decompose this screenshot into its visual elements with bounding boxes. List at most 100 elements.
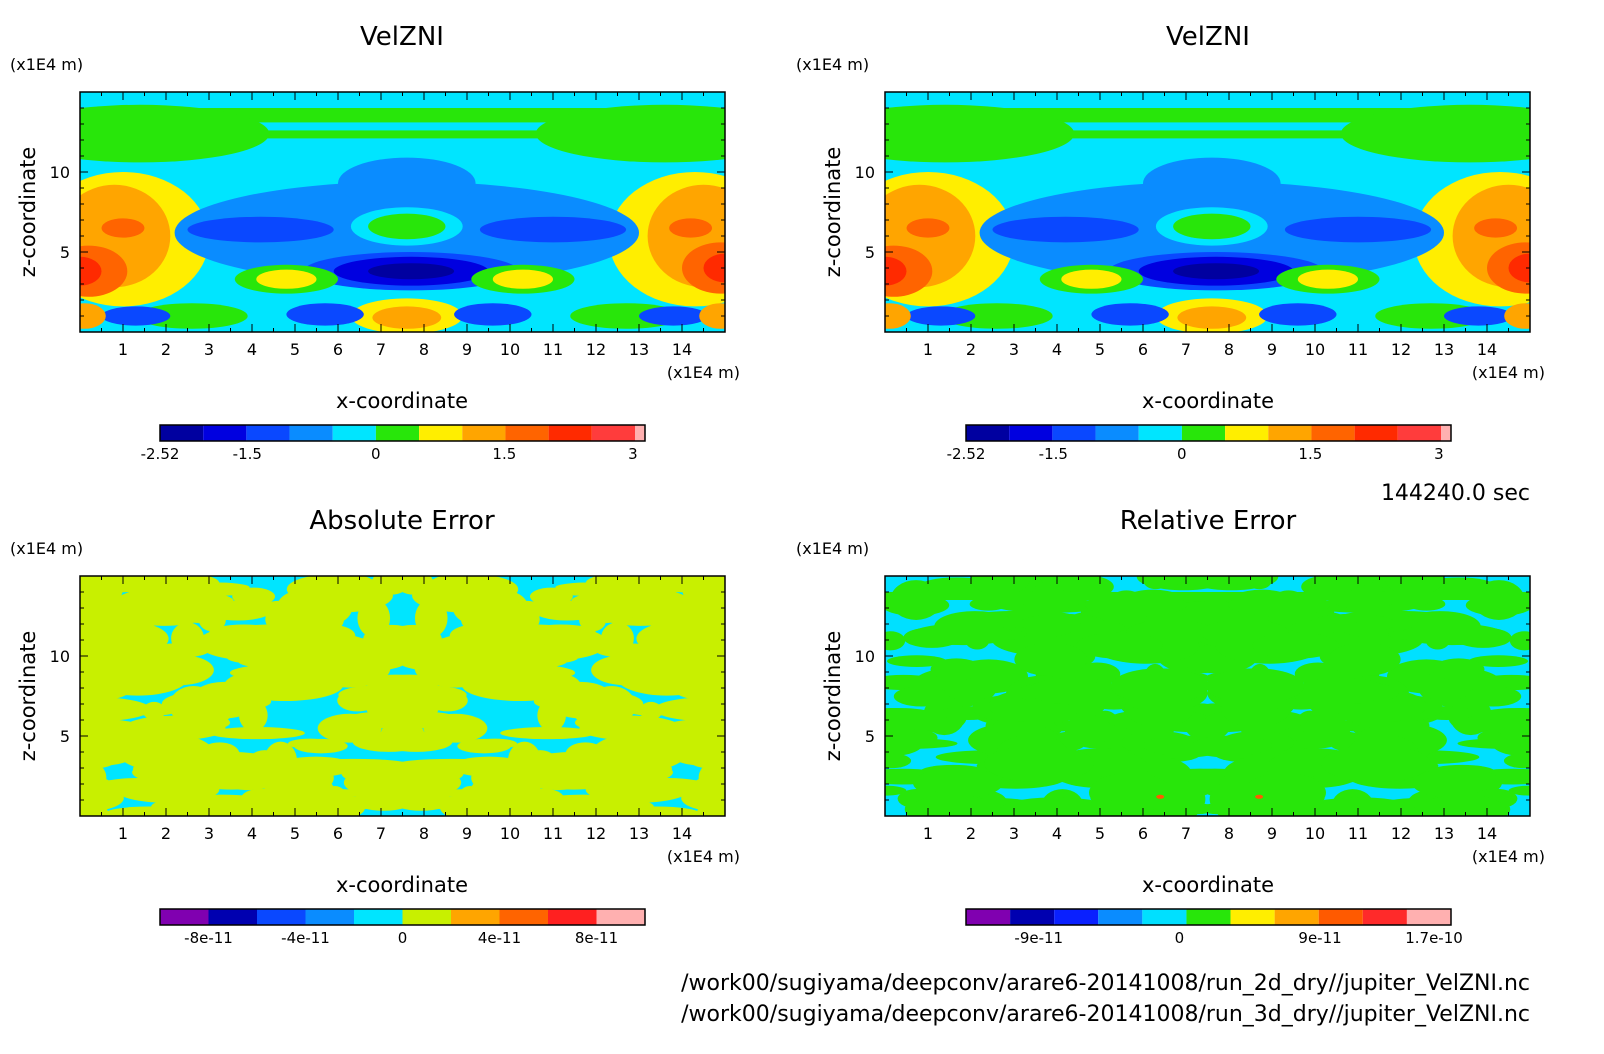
bottom-right-edge [1504, 303, 1530, 329]
error-patch [472, 738, 518, 749]
colorbar-swatch [354, 909, 403, 925]
error-patch [394, 576, 434, 595]
y-axis-label: z-coordinate [16, 147, 40, 278]
x-tick-label: 14 [1477, 824, 1497, 843]
x-tick-label: 3 [1009, 340, 1019, 359]
colorbar-swatch [1138, 425, 1182, 441]
x-tick-label: 8 [1224, 824, 1234, 843]
error-patch [337, 689, 378, 712]
y-tick-label: 5 [865, 727, 875, 746]
central-min-core [368, 263, 455, 280]
error-patch [287, 738, 333, 749]
y-unit-label: (x1E4 m) [10, 539, 83, 558]
colorbar: -2.52 -1.5 0 1.5 3 [947, 424, 1452, 463]
bottom-left-positive [940, 303, 1053, 329]
bottom-right-negative [639, 306, 708, 326]
error-patch [209, 727, 305, 740]
colorbar-swatch [1318, 909, 1363, 925]
y-tick-label: 10 [855, 647, 875, 666]
error-patch [1321, 745, 1431, 782]
x-tick-label: 9 [462, 340, 472, 359]
colorbar-tick-label: -8e-11 [184, 929, 233, 947]
bottom-mid-left-negative [286, 303, 364, 326]
colorbar-tick-label: 3 [1434, 445, 1444, 463]
colorbar-swatch [1311, 425, 1355, 441]
error-patch [500, 727, 596, 740]
error-patch [1111, 668, 1209, 704]
relative-error-panel: Relative Error (x1E4 m) 1 2 3 4 5 6 7 8 9 10 11 12 1… [796, 506, 1545, 947]
colorbar-tick-label: -2.52 [947, 445, 986, 463]
error-patch [449, 623, 512, 648]
error-patch [998, 797, 1104, 816]
error-patch [461, 669, 578, 702]
error-patch [160, 785, 212, 800]
error-patch [80, 784, 124, 812]
colorbar-tick-label: 0 [1177, 445, 1187, 463]
x-tick-label: 10 [500, 340, 520, 359]
error-patch [1503, 753, 1530, 769]
colorbar-tick-label: 1.5 [1298, 445, 1322, 463]
colorbar: -8e-11 -4e-11 0 4e-11 8e-11 [159, 908, 646, 947]
colorbar-swatch [548, 909, 597, 925]
y-axis-label: z-coordinate [16, 631, 40, 762]
error-patch [1191, 735, 1273, 756]
colorbar-swatch [332, 425, 376, 441]
error-patch [1067, 680, 1109, 717]
error-patch [1327, 642, 1401, 676]
x-tick-label: 14 [672, 340, 692, 359]
contour-field [80, 576, 725, 816]
colorbar-tick-label: 9e-11 [1298, 929, 1341, 947]
panel-title: Absolute Error [309, 506, 495, 536]
y-tick-label: 5 [60, 243, 70, 262]
error-patch [913, 767, 1003, 799]
x-tick-label: 8 [419, 340, 429, 359]
colorbar-tick-label: 4e-11 [478, 929, 521, 947]
colorbar-swatch [1362, 909, 1407, 925]
y-axis-label: z-coordinate [821, 631, 845, 762]
x-unit-label: (x1E4 m) [667, 363, 740, 382]
colorbar-swatch [208, 909, 257, 925]
colorbar-swatch [1142, 909, 1187, 925]
error-patch [118, 733, 214, 772]
error-patch [142, 654, 214, 686]
error-patch [1384, 576, 1444, 596]
error-patch [654, 697, 725, 722]
error-patch [209, 624, 280, 641]
colorbar-tick-label: 8e-11 [575, 929, 618, 947]
x-unit-label: (x1E4 m) [1472, 847, 1545, 866]
colorbar-swatch [499, 909, 548, 925]
colorbar-tick-label: -1.5 [233, 445, 262, 463]
mid-right-negative [479, 216, 627, 243]
error-patch [174, 582, 250, 592]
error-patch [1230, 576, 1261, 586]
bottom-mid-right-negative [1259, 303, 1337, 326]
error-patch [601, 622, 634, 655]
right-max-core [1508, 253, 1530, 283]
y-tick-label: 5 [60, 727, 70, 746]
error-patch [239, 799, 326, 811]
error-patch [572, 702, 650, 714]
right-max-core [703, 253, 725, 283]
error-patch [984, 745, 1094, 782]
error-patch [1432, 658, 1485, 681]
colorbar-swatch [375, 425, 420, 441]
y-unit-label: (x1E4 m) [10, 55, 83, 74]
error-patch [115, 670, 144, 688]
colorbar-swatch [1186, 909, 1231, 925]
x-tick-label: 3 [1009, 824, 1019, 843]
bottom-mid-right-negative [454, 303, 532, 326]
error-patch [1252, 632, 1340, 659]
x-tick-label: 11 [1348, 824, 1368, 843]
left-cell-core [256, 269, 317, 289]
mid-right-negative [1284, 216, 1432, 243]
right-upper-core [1474, 218, 1518, 238]
colorbar: -9e-11 0 9e-11 1.7e-10 [965, 908, 1463, 947]
bottom-mid-left-negative [1091, 303, 1169, 326]
error-patch [1014, 642, 1088, 676]
error-patch [887, 655, 947, 667]
left-cell-core [1061, 269, 1122, 289]
left-upper-core [906, 218, 950, 238]
colorbar-swatch [1397, 425, 1441, 441]
